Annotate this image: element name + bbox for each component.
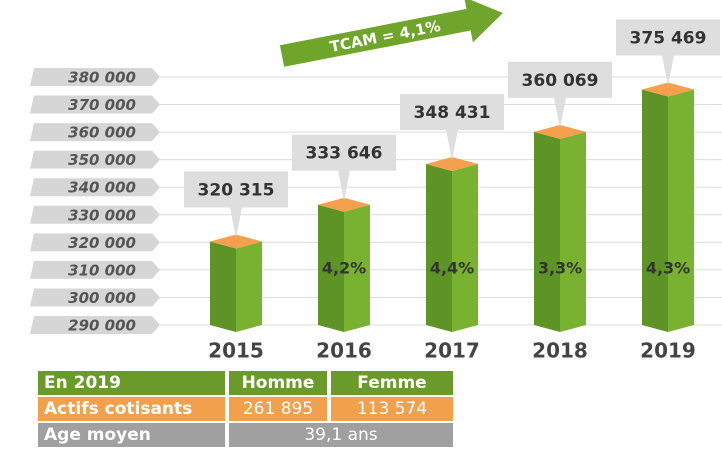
cell: Actifs cotisants (38, 397, 225, 421)
header-cell: Homme (229, 371, 327, 395)
label-box (400, 93, 504, 160)
bar-left-face (318, 204, 344, 332)
y-tick-label: 300 000 (68, 289, 136, 307)
x-tick-label: 2016 (316, 339, 372, 363)
tick-box (30, 288, 160, 307)
x-tick-label: 2015 (208, 339, 264, 363)
bar-left-face (210, 241, 236, 332)
cell: Age moyen (38, 423, 225, 447)
y-tick-label: 370 000 (68, 96, 136, 114)
label-box (184, 171, 288, 238)
value-label: 360 069 (522, 71, 599, 91)
cell: 261 895 (229, 397, 327, 421)
bar-top (318, 197, 370, 212)
arrow-shape (279, 0, 503, 67)
bar-right-face (236, 241, 262, 332)
growth-label: 4,3% (646, 259, 690, 278)
growth-label: 4,2% (322, 259, 366, 278)
y-tick-label: 320 000 (68, 234, 136, 252)
tick-box (30, 68, 160, 86)
summary-table: En 2019 Homme Femme Actifs cotisants 261… (34, 369, 457, 449)
growth-label: 4,4% (430, 259, 474, 278)
y-tick-label: 380 000 (68, 69, 136, 87)
growth-label: 3,3% (538, 259, 582, 278)
label-box (616, 19, 720, 86)
bar-top (210, 234, 262, 249)
bar-right-face (452, 163, 478, 332)
bar-top (426, 156, 478, 171)
bar-top (534, 124, 586, 139)
bar-top (642, 82, 694, 97)
y-tick-label: 330 000 (68, 206, 136, 224)
bar-left-face (534, 131, 560, 332)
bar-left-face (642, 89, 668, 333)
y-tick-label: 290 000 (68, 317, 136, 335)
cell: 113 574 (331, 397, 453, 421)
tick-box (30, 205, 160, 224)
tick-box (30, 178, 160, 197)
x-tick-label: 2017 (424, 339, 480, 363)
chart: TCAM = 4,1% 290 000 300 000 310 000 320 000… (30, 0, 722, 363)
bar-right-face (560, 131, 586, 332)
table-row: Actifs cotisants 261 895 113 574 (38, 397, 453, 421)
value-label: 333 646 (306, 144, 383, 164)
cell: 39,1 ans (229, 423, 453, 447)
bar-left-face (426, 163, 452, 332)
y-tick-label: 340 000 (68, 179, 136, 197)
value-label: 375 469 (630, 28, 707, 48)
bar-right-face (344, 204, 370, 332)
annotation: TCAM = 4,1% (328, 17, 442, 56)
tick-box (30, 316, 160, 334)
header-cell: En 2019 (38, 371, 225, 395)
table-row: Age moyen 39,1 ans (38, 423, 453, 447)
y-tick-label: 310 000 (68, 261, 136, 279)
tick-box (30, 123, 160, 142)
bar-right-face (668, 89, 694, 333)
label-box (292, 134, 396, 201)
x-tick-label: 2019 (640, 339, 696, 363)
y-tick-label: 360 000 (68, 124, 136, 142)
y-tick-label: 350 000 (68, 151, 136, 169)
tick-box (30, 150, 160, 169)
tick-box (30, 260, 160, 279)
value-label: 320 315 (198, 180, 275, 200)
header-cell: Femme (331, 371, 453, 395)
table-header: En 2019 Homme Femme (38, 371, 453, 395)
label-box (508, 61, 612, 128)
value-label: 348 431 (414, 103, 491, 123)
tick-box (30, 95, 160, 114)
tick-box (30, 233, 160, 252)
x-tick-label: 2018 (532, 339, 588, 363)
tcam-arrow: TCAM = 4,1% (279, 0, 503, 67)
